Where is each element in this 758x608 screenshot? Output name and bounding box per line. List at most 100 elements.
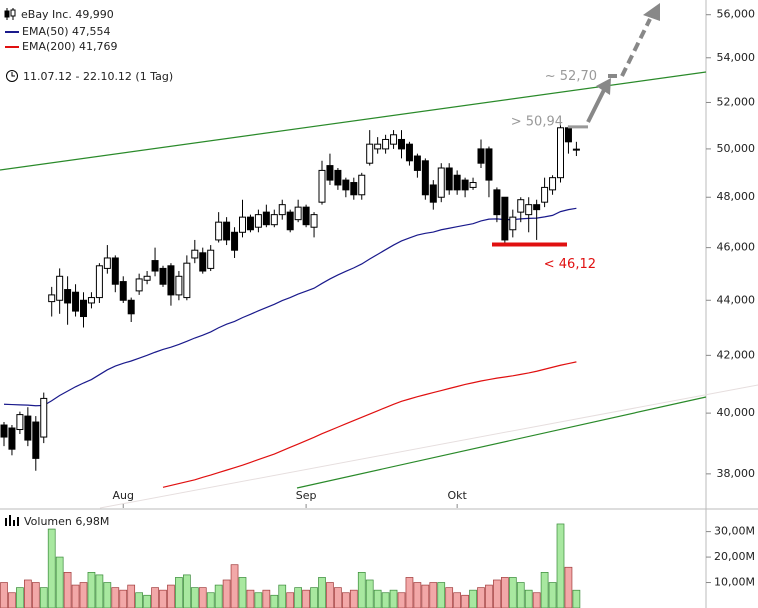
candle-body <box>262 211 270 226</box>
ema-line <box>162 361 577 488</box>
candle-body <box>493 189 501 216</box>
volume-icon <box>5 515 19 526</box>
y-tick-label: 56,000 <box>717 8 756 21</box>
candle-body <box>413 155 421 171</box>
trend-line <box>0 71 707 171</box>
candle-body <box>32 421 40 459</box>
volume-bar <box>357 572 366 608</box>
x-tick-label: Sep <box>296 489 317 502</box>
volume-bar <box>254 592 263 608</box>
arrow-head <box>643 3 660 21</box>
volume-bar <box>63 572 72 608</box>
candle-body <box>103 257 111 269</box>
arrow-head <box>596 78 611 95</box>
candle-body <box>207 249 215 269</box>
volume-bar <box>318 577 326 608</box>
volume-title: Volumen 6,98M <box>24 515 109 528</box>
volume-bar <box>31 582 40 608</box>
candle-body <box>40 397 48 438</box>
volume-bar <box>270 594 279 608</box>
y-tick-label: 50,000 <box>717 142 756 155</box>
volume-bar <box>516 582 525 608</box>
volume-bar <box>286 592 295 608</box>
volume-bar <box>55 556 64 608</box>
candle-body <box>326 165 334 181</box>
volume-bar <box>445 587 454 608</box>
volume-bar <box>127 584 136 608</box>
candle-body <box>127 299 135 315</box>
candle-body <box>390 134 398 145</box>
volume-bar <box>278 584 287 608</box>
candle-body <box>525 204 533 216</box>
annotation-label: < 46,12 <box>544 257 596 272</box>
volume-bar <box>183 574 191 608</box>
y-tick-label: 38,000 <box>717 467 756 480</box>
volume-bar <box>230 564 239 608</box>
candle-body <box>183 262 191 299</box>
candle-body <box>334 169 342 186</box>
volume-bar <box>397 592 406 608</box>
candle-body <box>143 275 151 281</box>
candle-body <box>374 143 382 150</box>
volume-bar <box>365 579 374 608</box>
volume-bar <box>572 589 581 608</box>
candle-body <box>80 299 87 318</box>
candle-body <box>557 127 564 179</box>
volume-bar <box>47 528 56 608</box>
volume-bar <box>198 587 207 608</box>
volume-bar <box>111 587 120 608</box>
candle-body <box>437 167 445 198</box>
candle-body <box>469 182 477 188</box>
y-tick-label: 54,000 <box>717 51 756 64</box>
candle-body <box>564 127 572 143</box>
y-tick-label: 48,000 <box>717 190 756 203</box>
volume-bar <box>87 572 96 608</box>
candle-body <box>533 204 541 211</box>
candle-body <box>509 216 517 231</box>
volume-bar <box>349 589 358 608</box>
candle-body <box>119 281 127 301</box>
volume-bar <box>564 566 573 608</box>
candle-body <box>87 297 95 304</box>
volume-bar <box>159 589 167 608</box>
volume-bar <box>214 584 223 608</box>
candle-body <box>48 294 56 303</box>
candle-body <box>199 252 207 272</box>
candle-body <box>453 174 461 191</box>
candle-body <box>95 265 103 299</box>
candle-body <box>398 138 405 150</box>
candle-body <box>302 206 310 226</box>
candle-body <box>382 138 390 150</box>
candle-body <box>191 249 199 259</box>
trend-line <box>296 396 707 489</box>
annotation-label: > 50,94 <box>511 114 563 129</box>
y-tick-label: 44,000 <box>717 293 756 306</box>
forecast-arrow <box>586 3 660 123</box>
candle-body <box>72 291 80 312</box>
candle-body <box>151 260 159 272</box>
candle-body <box>223 221 231 241</box>
volume-bar <box>334 587 342 608</box>
candle-body <box>477 148 485 164</box>
candle-body <box>358 174 366 196</box>
candle-body <box>501 196 509 241</box>
candle-body <box>549 177 557 191</box>
candle-body <box>445 167 453 191</box>
candle-body <box>254 214 262 228</box>
y-tick-label: 40,000 <box>717 406 756 419</box>
volume-bar <box>389 589 398 608</box>
volume-bar <box>262 589 271 608</box>
volume-bar <box>469 589 477 608</box>
volume-bar <box>103 582 112 608</box>
volume-bar <box>405 577 414 608</box>
volume-bar <box>437 582 446 608</box>
candle-body <box>16 414 24 431</box>
candle-body <box>111 257 119 285</box>
candle-body <box>270 214 278 226</box>
volume-bar <box>79 582 88 608</box>
volume-bar <box>24 579 32 608</box>
volume-bar <box>238 577 247 608</box>
candle-body <box>485 148 493 181</box>
candle-body <box>64 289 72 304</box>
legend-entry: EMA(200) 41,769 <box>22 40 118 53</box>
